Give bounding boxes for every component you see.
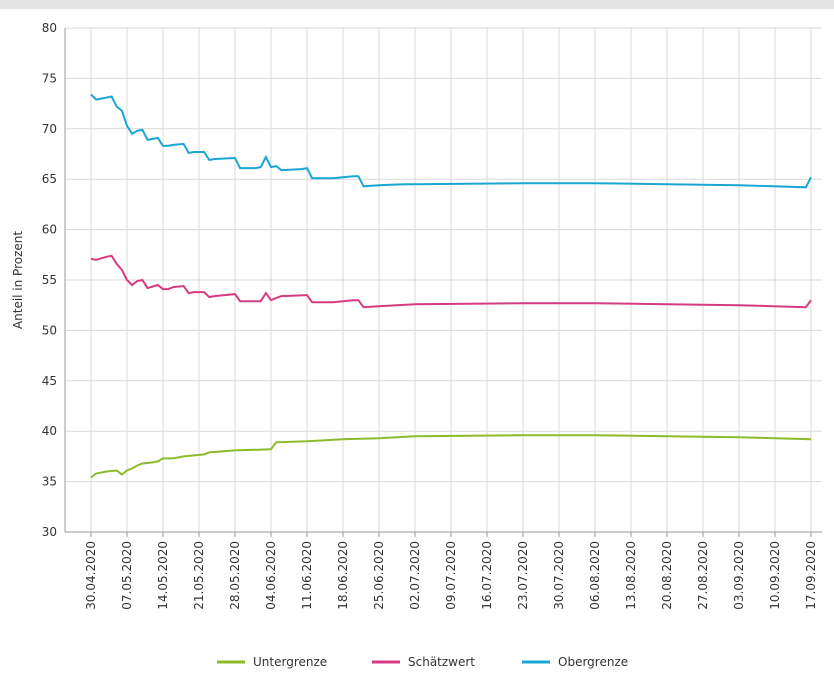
y-tick-label: 30 — [42, 525, 57, 539]
y-tick-label: 40 — [42, 424, 57, 438]
series-line — [90, 93, 812, 189]
y-axis-label: Anteil in Prozent — [11, 231, 25, 329]
y-tick-label: 50 — [42, 323, 57, 337]
y-tick-label: 70 — [42, 122, 57, 136]
x-tick-label: 21.05.2020 — [192, 541, 206, 610]
x-tick-label: 06.08.2020 — [588, 541, 602, 610]
y-tick-label: 80 — [42, 21, 57, 35]
x-tick-label: 02.07.2020 — [408, 541, 422, 610]
x-tick-label: 11.06.2020 — [300, 541, 314, 610]
x-tick-label: 13.08.2020 — [624, 541, 638, 610]
legend-label: Schätzwert — [408, 655, 475, 669]
y-tick-label: 60 — [42, 223, 57, 237]
y-tick-label: 55 — [42, 273, 57, 287]
x-tick-label: 27.08.2020 — [696, 541, 710, 610]
series-line — [90, 254, 812, 309]
x-tick-label: 18.06.2020 — [336, 541, 350, 610]
x-tick-label: 09.07.2020 — [444, 541, 458, 610]
x-tick-label: 04.06.2020 — [264, 541, 278, 610]
x-tick-label: 10.09.2020 — [768, 541, 782, 610]
x-tick-label: 30.07.2020 — [552, 541, 566, 610]
y-tick-label: 65 — [42, 172, 57, 186]
series-line — [90, 434, 812, 479]
top-bar — [0, 0, 834, 9]
x-tick-label: 20.08.2020 — [660, 541, 674, 610]
x-tick-label: 07.05.2020 — [120, 541, 134, 610]
x-tick-label: 17.09.2020 — [804, 541, 818, 610]
y-tick-label: 35 — [42, 475, 57, 489]
x-tick-label: 30.04.2020 — [84, 541, 98, 610]
x-tick-label: 23.07.2020 — [516, 541, 530, 610]
legend-label: Obergrenze — [558, 655, 628, 669]
y-tick-label: 75 — [42, 71, 57, 85]
x-tick-label: 28.05.2020 — [228, 541, 242, 610]
x-tick-label: 16.07.2020 — [480, 541, 494, 610]
x-tick-label: 14.05.2020 — [156, 541, 170, 610]
x-tick-label: 03.09.2020 — [732, 541, 746, 610]
x-tick-label: 25.06.2020 — [372, 541, 386, 610]
legend-label: Untergrenze — [253, 655, 327, 669]
y-tick-label: 45 — [42, 374, 57, 388]
